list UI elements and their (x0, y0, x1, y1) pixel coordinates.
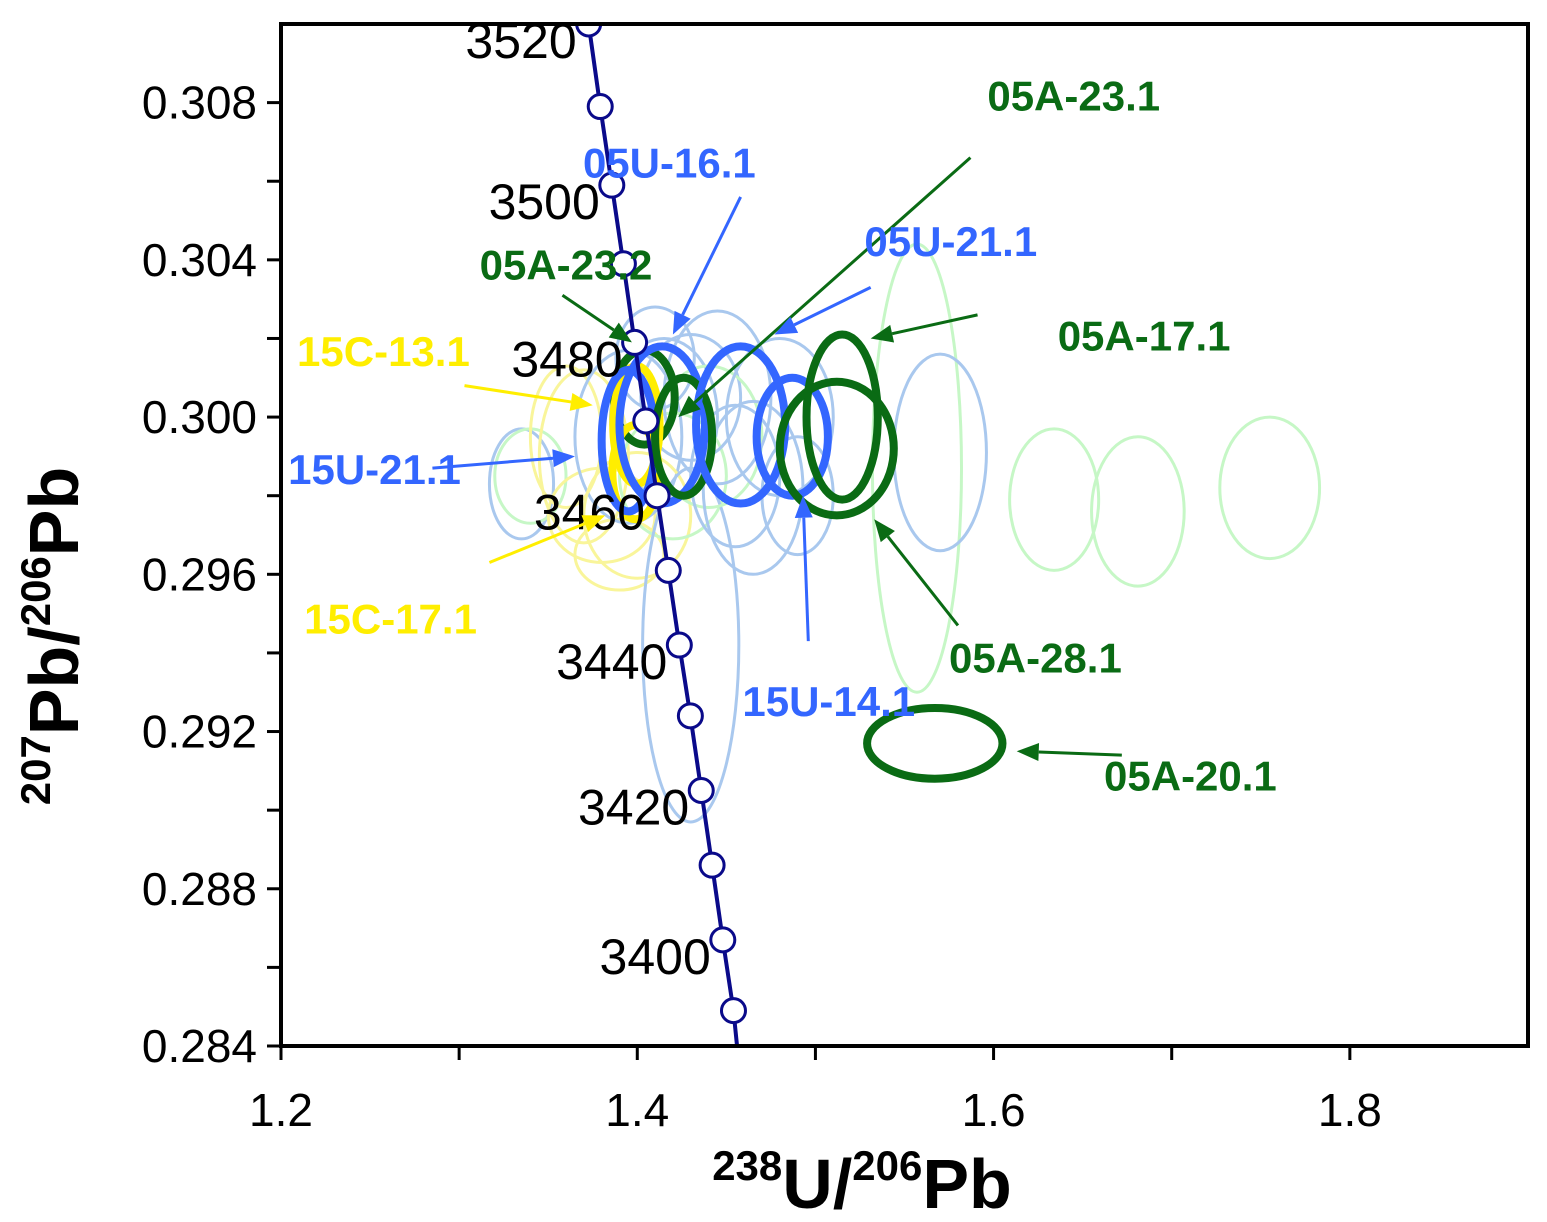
age-label-3480: 3480 (511, 331, 622, 387)
annotation-arrow-head (774, 316, 799, 335)
annotation-arrow-line (432, 456, 554, 470)
annotation-arrow-head (1016, 743, 1040, 762)
annotation-arrow-line (561, 293, 615, 332)
y-axis-ticks: 0.284 0.288 0.292 0.296 0.300 0.304 0.308 (142, 77, 281, 1072)
ellipse-05a-23-1 (651, 373, 717, 500)
concordia-curve (575, 24, 747, 1046)
annotation-label: 05U-16.1 (583, 139, 756, 186)
annotation-label: 05A-20.1 (1104, 753, 1277, 800)
annotation-arrow-line (464, 384, 572, 404)
annotation-05a-23-2: 05A-23.2 (480, 242, 653, 343)
annotation-arrow-line (891, 313, 978, 336)
concordia-age-marker (709, 926, 737, 954)
error-ellipse (892, 352, 988, 553)
age-label-3420: 3420 (578, 780, 689, 836)
annotation-arrow-line (681, 196, 742, 316)
y-tick-label: 0.308 (142, 77, 257, 129)
concordia-age-marker (687, 777, 715, 804)
y-tick-label: 0.292 (142, 706, 257, 758)
age-label-3460: 3460 (534, 485, 645, 541)
x-axis-ticks: 1.2 1.4 1.6 1.8 (249, 1046, 1382, 1136)
y-tick-label: 0.288 (142, 863, 257, 915)
concordia-line (586, 24, 740, 1046)
annotation-arrow-head (672, 310, 691, 335)
y-tick-label: 0.296 (142, 548, 257, 600)
annotation-05a-17-1: 05A-17.1 (870, 312, 1231, 359)
annotation-arrow-head (794, 495, 813, 519)
annotation-arrow-line (488, 522, 586, 564)
annotation-15c-13-1: 15C-13.1 (297, 328, 593, 411)
annotation-label: 05U-21.1 (864, 218, 1037, 265)
y-axis-title: 207Pb/206Pb (12, 467, 93, 806)
y-tick-label: 0.284 (142, 1020, 257, 1072)
x-tick-label: 1.6 (962, 1084, 1026, 1136)
annotation-15u-21-1: 15U-21.1 (288, 446, 575, 493)
annotation-label: 15U-21.1 (288, 446, 461, 493)
x-tick-label: 1.8 (1318, 1084, 1382, 1136)
concordia-age-marker (575, 24, 603, 38)
concordia-age-marker (719, 997, 747, 1025)
annotation-05a-23-1: 05A-23.1 (678, 72, 1160, 418)
annotation-label: 05A-23.2 (480, 242, 653, 289)
annotation-arrow-head (569, 393, 593, 411)
plot-frame (279, 22, 1530, 1048)
annotation-arrow-line (802, 517, 810, 642)
concordia-age-marker (698, 851, 726, 879)
annotation-label: 05A-17.1 (1058, 312, 1231, 359)
x-tick-label: 1.2 (249, 1084, 313, 1136)
annotation-15u-14-1: 15U-14.1 (742, 495, 915, 725)
concordia-age-marker (676, 702, 704, 730)
annotation-15c-17-1: 15C-17.1 (304, 515, 606, 642)
concordia-age-labels: 3520 3500 3480 3460 3440 3420 3400 (465, 13, 710, 985)
ellipse-05a-17-1 (802, 330, 882, 504)
x-tick-label: 1.4 (605, 1084, 669, 1136)
age-label-3400: 3400 (600, 929, 711, 985)
annotation-05u-21-1: 05U-21.1 (774, 218, 1037, 335)
error-ellipse (537, 368, 630, 545)
age-label-3500: 3500 (489, 174, 600, 230)
x-axis-title: 238U/206Pb (712, 1142, 1012, 1222)
y-tick-label: 0.304 (142, 234, 257, 286)
error-ellipse (1008, 427, 1101, 572)
ellipse-05a-28-1 (775, 377, 898, 520)
error-ellipse (1218, 415, 1322, 561)
concordia-age-marker (586, 93, 614, 121)
concordia-age-marker (665, 631, 693, 659)
annotation-arrow-head (552, 449, 575, 468)
axes (279, 22, 1530, 1048)
concordia-age-marker (598, 171, 626, 199)
error-ellipse (870, 242, 964, 694)
annotation-label: 15C-17.1 (304, 595, 477, 642)
age-label-3520: 3520 (465, 13, 576, 69)
concordia-age-marker (654, 556, 682, 584)
annotation-05a-20-1: 05A-20.1 (1016, 743, 1277, 800)
concordia-age-marker (621, 328, 649, 356)
concordia-age-marker (609, 250, 637, 278)
annotation-label: 15U-14.1 (742, 678, 915, 725)
ellipse-05a-20-1 (863, 703, 1007, 783)
concordia-age-marker (632, 407, 660, 435)
y-tick-label: 0.300 (142, 391, 257, 443)
annotation-label: 05A-23.1 (987, 72, 1160, 119)
annotation-arrow-line (693, 156, 972, 404)
error-ellipse (1090, 435, 1186, 588)
annotation-label: 05A-28.1 (949, 635, 1122, 682)
annotation-arrow-line (886, 535, 960, 627)
concordia-age-marker (643, 482, 671, 510)
annotation-05u-16-1: 05U-16.1 (583, 139, 756, 335)
age-label-3440: 3440 (556, 634, 667, 690)
annotation-arrow-head (874, 519, 895, 543)
annotation-label: 15C-13.1 (297, 328, 470, 375)
annotation-arrow-head (581, 515, 606, 532)
sample-annotations: 05A-23.1 05U-16.1 05U-21.1 05A-23.2 05A-17.1… (288, 72, 1277, 799)
annotation-arrow-head (608, 322, 632, 343)
annotation-arrow-line (1038, 750, 1122, 757)
annotation-arrow-line (793, 286, 872, 327)
highlighted-ellipses (597, 330, 1007, 783)
annotation-arrow-head (870, 324, 895, 343)
annotation-arrow-head (678, 395, 701, 418)
annotation-05a-28-1: 05A-28.1 (874, 519, 1122, 682)
